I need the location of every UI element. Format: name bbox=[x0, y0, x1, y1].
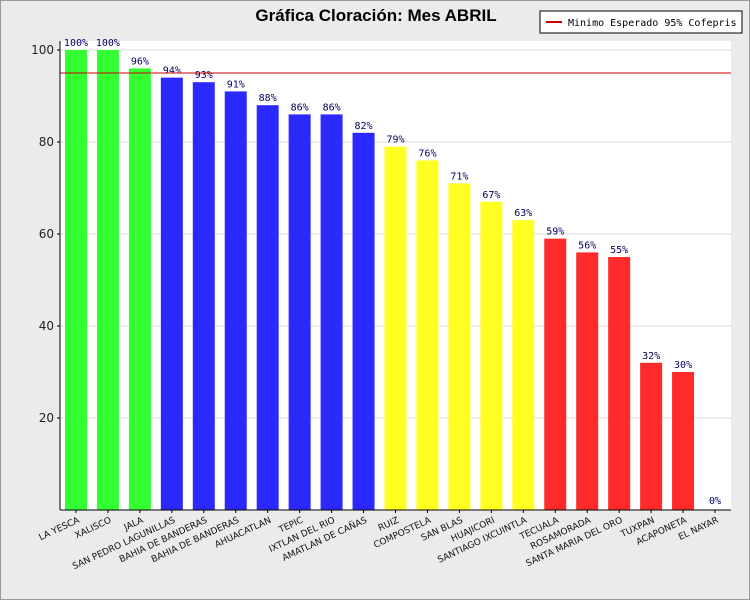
bar bbox=[576, 252, 599, 510]
data-label: 67% bbox=[482, 190, 500, 201]
data-label: 63% bbox=[514, 208, 532, 219]
chart-title: Gráfica Cloración: Mes ABRIL bbox=[255, 6, 496, 25]
bar bbox=[64, 50, 87, 510]
data-label: 30% bbox=[674, 360, 692, 371]
bar bbox=[352, 132, 375, 511]
bar bbox=[640, 362, 663, 510]
y-tick-label: 20 bbox=[39, 411, 54, 425]
data-label: 0% bbox=[709, 496, 721, 507]
data-label: 32% bbox=[642, 351, 660, 362]
data-label: 86% bbox=[323, 102, 341, 113]
data-label: 76% bbox=[418, 148, 436, 159]
data-label: 55% bbox=[610, 245, 628, 256]
data-label: 59% bbox=[546, 227, 564, 238]
data-label: 86% bbox=[291, 102, 309, 113]
data-label: 71% bbox=[450, 171, 468, 182]
data-labels: 100% 100% 96% 94% 93% 91% 88% 86% 86% 82% 79% 76% 71… bbox=[64, 38, 721, 507]
data-label: 100% bbox=[64, 38, 88, 49]
bar bbox=[448, 183, 471, 510]
bar bbox=[192, 82, 215, 510]
y-axis-ticks: 20 40 60 80 100 bbox=[31, 43, 60, 425]
bar bbox=[608, 257, 631, 510]
legend: Minimo Esperado 95% Cofepris bbox=[539, 10, 743, 34]
y-tick-label: 60 bbox=[39, 227, 54, 241]
bar bbox=[224, 91, 247, 511]
bar bbox=[384, 146, 407, 510]
y-tick-label: 40 bbox=[39, 319, 54, 333]
data-label: 100% bbox=[96, 38, 120, 49]
data-label: 93% bbox=[195, 70, 213, 81]
data-label: 79% bbox=[386, 135, 404, 146]
category-label: LA YESCA bbox=[38, 515, 82, 543]
bar bbox=[288, 114, 311, 511]
data-label: 88% bbox=[259, 93, 277, 104]
bar bbox=[544, 238, 567, 510]
bar bbox=[128, 68, 151, 511]
category-label: XALISCO bbox=[74, 516, 114, 542]
legend-box bbox=[539, 10, 743, 34]
data-label: 56% bbox=[578, 240, 596, 251]
legend-label: Minimo Esperado 95% Cofepris bbox=[568, 18, 737, 29]
bar bbox=[160, 77, 183, 510]
bar bbox=[512, 220, 535, 510]
bars bbox=[64, 50, 695, 511]
bar bbox=[672, 372, 695, 510]
data-label: 94% bbox=[163, 66, 181, 77]
y-tick-label: 80 bbox=[39, 135, 54, 149]
y-tick-label: 100 bbox=[31, 43, 54, 57]
bar bbox=[320, 114, 343, 511]
bar bbox=[96, 50, 119, 510]
data-label: 82% bbox=[355, 121, 373, 132]
bar bbox=[480, 201, 503, 511]
bar bbox=[416, 160, 439, 510]
bar bbox=[256, 105, 279, 510]
data-label: 96% bbox=[131, 56, 149, 67]
data-label: 91% bbox=[227, 79, 245, 90]
